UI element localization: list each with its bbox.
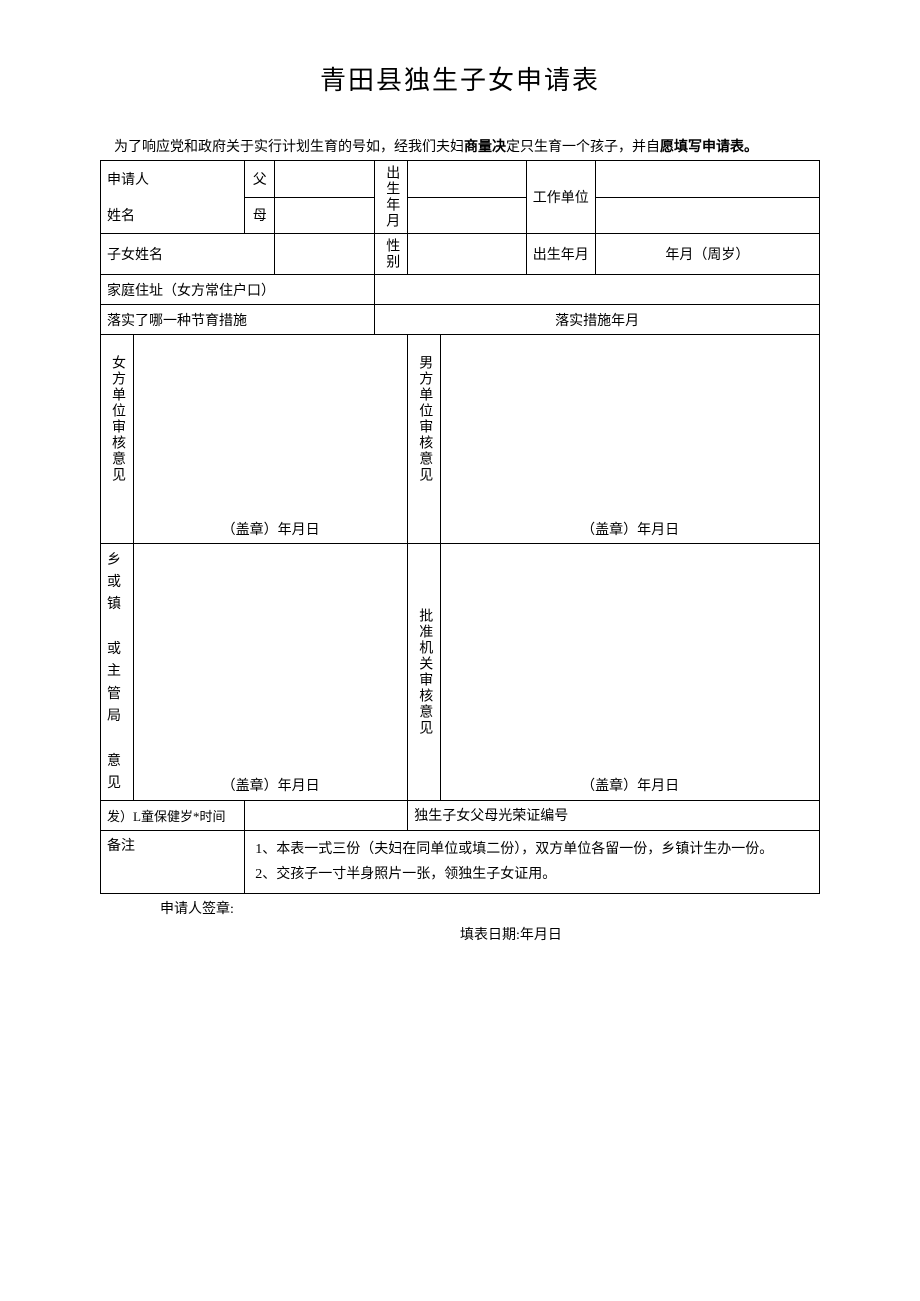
gender-label-text: 性别 xyxy=(381,238,401,270)
birth-label-text: 出生年月 xyxy=(381,165,401,229)
male-unit-content xyxy=(441,335,820,515)
father-workunit-cell xyxy=(595,161,819,198)
father-label: 父 xyxy=(245,161,275,198)
intro-p4: 愿填写申请表。 xyxy=(660,140,758,155)
town-content xyxy=(134,543,408,770)
application-form-table: 申请人 姓名 父 出生年月 工作单位 母 子女姓名 性别 出生年月 年月（周岁）… xyxy=(100,160,820,894)
applicant-label: 申请人 姓名 xyxy=(101,161,245,234)
child-birth-label: 出生年月 xyxy=(526,234,595,275)
child-name-label: 子女姓名 xyxy=(101,234,275,275)
female-unit-content xyxy=(134,335,408,515)
address-label: 家庭住址（女方常住户口） xyxy=(101,275,375,305)
town-label-2: 或主管局 xyxy=(107,642,121,724)
applicant-label-1: 申请人 xyxy=(107,173,149,188)
mother-label: 母 xyxy=(245,197,275,234)
male-unit-label: 男方单位审核意见 xyxy=(414,355,434,483)
mother-workunit-cell xyxy=(595,197,819,234)
approval-seal: （盖章）年月日 xyxy=(441,770,820,801)
female-unit-label: 女方单位审核意见 xyxy=(107,355,127,483)
birth-label: 出生年月 xyxy=(375,161,408,234)
intro-text: 为了响应党和政府关于实行计划生育的号如，经我们夫妇商量决定只生育一个孩子，并自愿… xyxy=(100,137,820,158)
workunit-label: 工作单位 xyxy=(526,161,595,234)
contraception-time-label: 落实措施年月 xyxy=(375,305,820,335)
male-seal: （盖章）年月日 xyxy=(441,515,820,544)
cert-number-label: 独生子女父母光荣证编号 xyxy=(408,800,820,830)
father-name-cell xyxy=(275,161,375,198)
town-seal: （盖章）年月日 xyxy=(134,770,408,801)
child-name-cell xyxy=(275,234,375,275)
notes-line1: 1、本表一式三份（夫妇在同单位或填二份），双方单位各留一份，乡镇计生办一份。 xyxy=(279,837,809,862)
mother-birth-cell xyxy=(408,197,527,234)
address-cell xyxy=(375,275,820,305)
approval-label: 批准机关审核意见 xyxy=(414,608,434,736)
notes-content: 1、本表一式三份（夫妇在同单位或填二份），双方单位各留一份，乡镇计生办一份。 2… xyxy=(245,830,820,893)
intro-p2: 商量决 xyxy=(464,140,506,155)
town-label-3: 意见 xyxy=(107,754,121,791)
town-label-cell: 乡或镇 或主管局 意见 xyxy=(101,543,134,800)
doc-title: 青田县独生子女申请表 xyxy=(100,60,820,97)
father-birth-cell xyxy=(408,161,527,198)
notes-line2: 2、交孩子一寸半身照片一张，领独生子女证用。 xyxy=(255,862,809,887)
applicant-label-2: 姓名 xyxy=(107,209,135,224)
approval-label-cell: 批准机关审核意见 xyxy=(408,543,441,800)
female-seal: （盖章）年月日 xyxy=(134,515,408,544)
intro-p3: 定只生育一个孩子，并自 xyxy=(506,140,660,155)
issue-left-cell xyxy=(245,800,408,830)
intro-p1: 为了响应党和政府关于实行计划生育的号如，经我们夫妇 xyxy=(114,140,464,155)
gender-label: 性别 xyxy=(375,234,408,275)
town-label-1: 乡或镇 xyxy=(107,553,121,613)
issue-left-label: 发）L童保健岁*时间 xyxy=(101,800,245,830)
fill-date-line: 填表日期:年月日 xyxy=(100,924,820,944)
contraception-label: 落实了哪一种节育措施 xyxy=(101,305,375,335)
mother-name-cell xyxy=(275,197,375,234)
signature-line: 申请人签章: xyxy=(100,898,820,918)
approval-content xyxy=(441,543,820,770)
notes-label: 备注 xyxy=(101,830,245,893)
child-gender-cell xyxy=(408,234,527,275)
child-birth-value: 年月（周岁） xyxy=(595,234,819,275)
male-unit-label-cell: 男方单位审核意见 xyxy=(408,335,441,544)
female-unit-label-cell: 女方单位审核意见 xyxy=(101,335,134,544)
